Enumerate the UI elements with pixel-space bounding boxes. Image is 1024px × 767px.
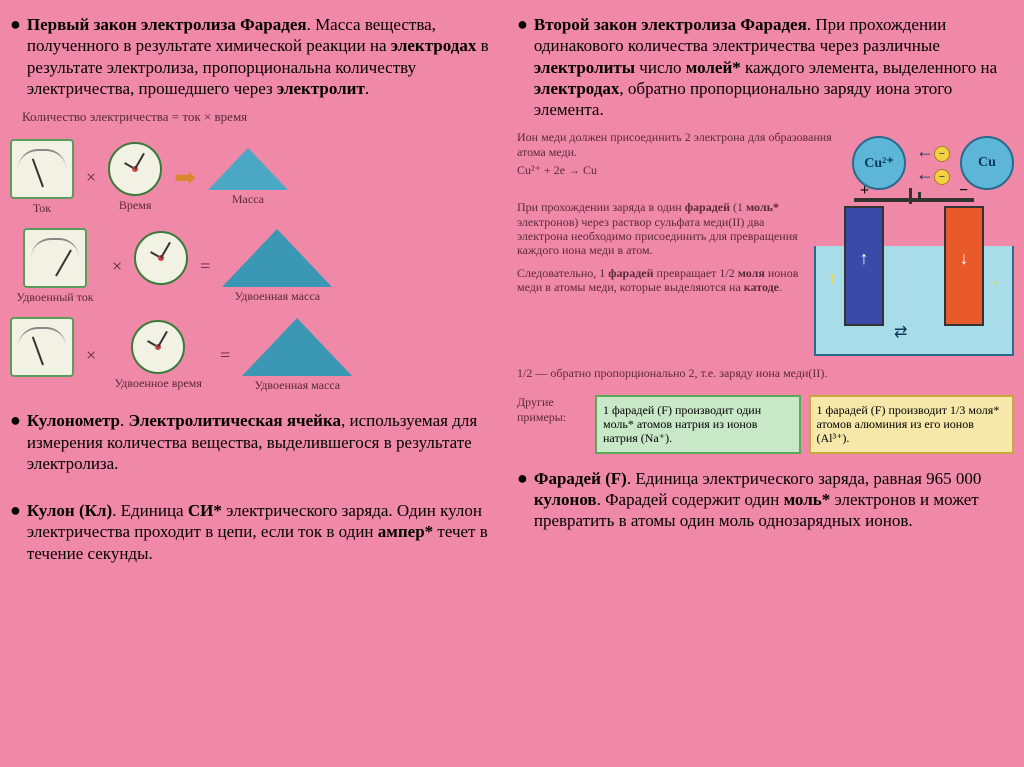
ammeter-icon (23, 228, 87, 288)
clock-icon (131, 320, 185, 374)
electrolytic-cell-icon: +− ↑↑ ↓↓ ⇄ (814, 206, 1014, 356)
coulomb-block: ● Кулон (Кл). Единица СИ* электрического… (10, 500, 507, 564)
row1: Ток × Время ➡ Масса (10, 139, 507, 216)
law2-block: ● Второй закон электролиза Фарадея. При … (517, 14, 1014, 120)
mass-pile-icon (208, 148, 288, 190)
arrow-icon: ➡ (174, 163, 196, 193)
ion-diagram: Cu²⁺ ←− ←− Cu (852, 136, 1014, 190)
electron-icon: − (934, 146, 950, 162)
clock-icon (134, 231, 188, 285)
ammeter-icon (10, 139, 74, 199)
ion-row: Ион меди должен присоединить 2 электрона… (517, 130, 1014, 200)
law1-text: Первый закон электролиза Фарадея. Масса … (27, 14, 507, 99)
mass-pile-icon (222, 229, 332, 287)
row3: × Удвоенное время = Удвоенная масса (10, 317, 507, 394)
example-box-na: 1 фарадей (F) производит один моль* атом… (595, 395, 801, 454)
clock-icon (108, 142, 162, 196)
cu-atom-icon: Cu (960, 136, 1014, 190)
ammeter-icon (10, 317, 74, 377)
example-boxes: Другие примеры: 1 фарадей (F) производит… (517, 395, 1014, 454)
bullet-dot: ● (10, 14, 21, 99)
row2: Удвоенный ток × = Удвоенная масса (10, 228, 507, 305)
law1-block: ● Первый закон электролиза Фарадея. Масс… (10, 14, 507, 99)
left-column: ● Первый закон электролиза Фарадея. Масс… (10, 14, 507, 753)
right-column: ● Второй закон электролиза Фарадея. При … (517, 14, 1014, 753)
faraday-block: ● Фарадей (F). Единица электрического за… (517, 468, 1014, 532)
law1-title: Первый закон электролиза Фарадея (27, 15, 307, 34)
qty-formula: Количество электричества = ток × время (22, 109, 507, 125)
mass-pile-icon (242, 318, 352, 376)
coulometer-block: ● Кулонометр. Электролитическая ячейка, … (10, 410, 507, 474)
cell-row: При прохождении заряда в один фарадей (1… (517, 200, 1014, 362)
example-box-al: 1 фарадей (F) производит 1/3 моля* атомо… (809, 395, 1015, 454)
electron-icon: − (934, 169, 950, 185)
inverse-note: 1/2 — обратно пропорционально 2, т.е. за… (517, 366, 1014, 380)
